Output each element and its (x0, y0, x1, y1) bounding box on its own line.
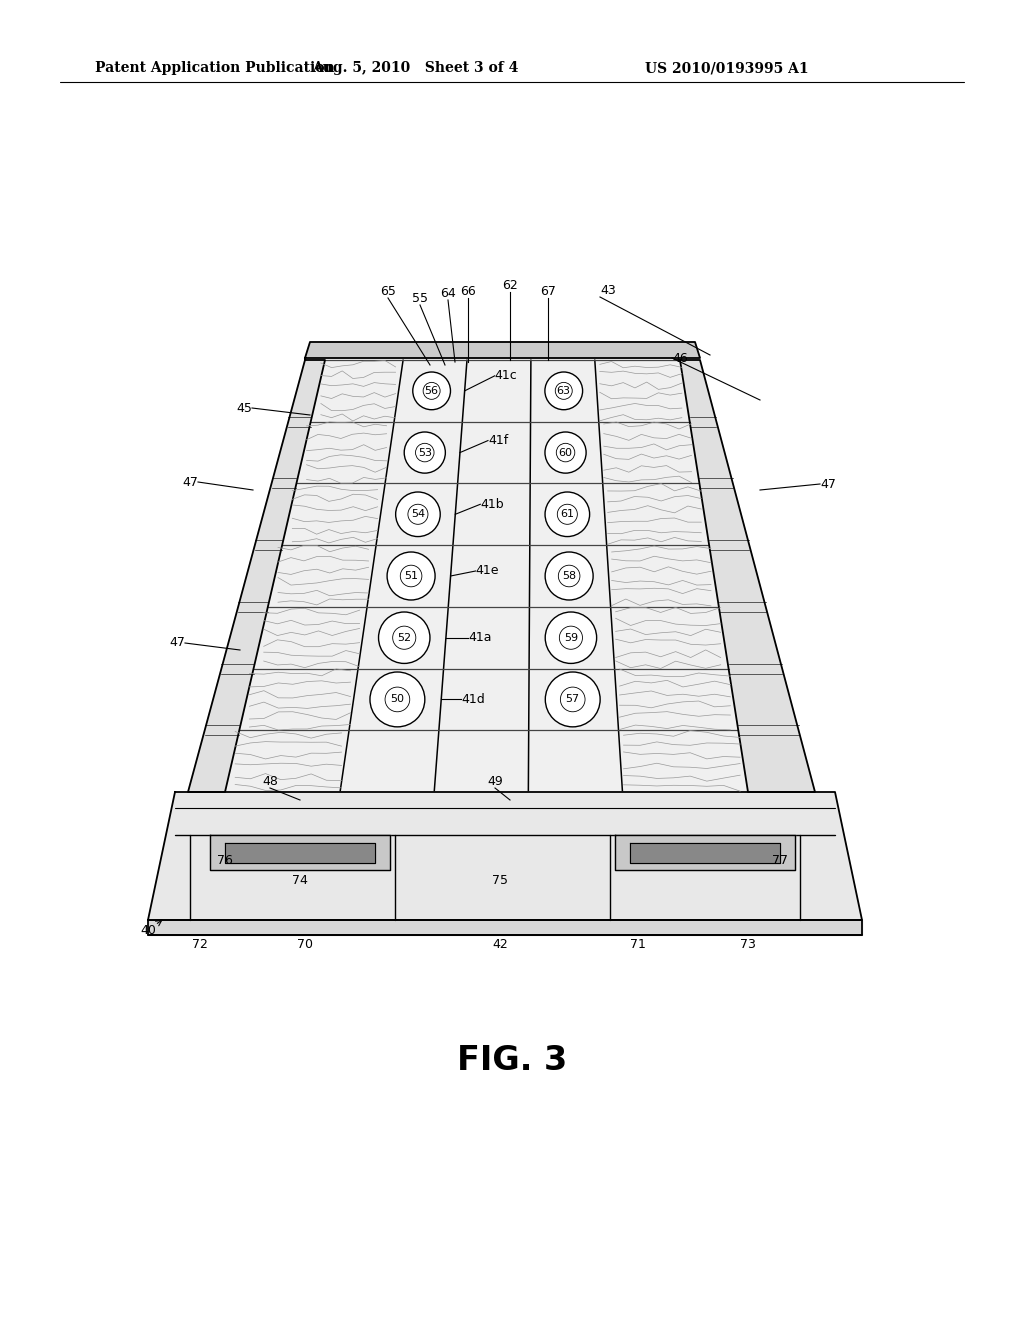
Text: 67: 67 (540, 285, 556, 298)
Text: 58: 58 (562, 572, 577, 581)
Circle shape (400, 565, 422, 587)
Circle shape (395, 492, 440, 536)
Text: 41d: 41d (461, 693, 485, 706)
Text: 50: 50 (390, 694, 404, 705)
Circle shape (545, 552, 593, 601)
Text: US 2010/0193995 A1: US 2010/0193995 A1 (645, 61, 809, 75)
Text: 47: 47 (169, 636, 185, 649)
Text: 47: 47 (820, 478, 836, 491)
Text: 63: 63 (557, 385, 570, 396)
Text: 56: 56 (425, 385, 438, 396)
Text: 41e: 41e (475, 565, 499, 578)
Polygon shape (305, 342, 700, 358)
Polygon shape (630, 843, 780, 863)
Text: 45: 45 (237, 401, 252, 414)
Circle shape (545, 372, 583, 409)
Text: 60: 60 (558, 447, 572, 458)
Text: 41a: 41a (468, 631, 492, 644)
Text: 42: 42 (493, 939, 508, 952)
Text: 43: 43 (600, 284, 615, 297)
Circle shape (545, 492, 590, 536)
Text: 57: 57 (565, 694, 580, 705)
Text: 76: 76 (217, 854, 232, 867)
Circle shape (546, 672, 600, 727)
Circle shape (404, 432, 445, 473)
Text: 47: 47 (182, 475, 198, 488)
Circle shape (545, 612, 597, 664)
Circle shape (559, 626, 583, 649)
Circle shape (379, 612, 430, 664)
Text: 70: 70 (297, 939, 313, 952)
Text: Patent Application Publication: Patent Application Publication (95, 61, 335, 75)
Polygon shape (148, 792, 862, 920)
Text: 46: 46 (672, 351, 688, 364)
Text: 53: 53 (418, 447, 432, 458)
Text: 41c: 41c (495, 370, 517, 383)
Circle shape (555, 383, 572, 400)
Text: 59: 59 (564, 632, 578, 643)
Polygon shape (148, 920, 862, 935)
Circle shape (558, 565, 580, 587)
Text: 41f: 41f (488, 434, 508, 447)
Text: 77: 77 (772, 854, 788, 867)
Text: 41b: 41b (480, 498, 504, 511)
Circle shape (408, 504, 428, 524)
Text: 72: 72 (193, 939, 208, 952)
Text: 48: 48 (262, 775, 278, 788)
Polygon shape (615, 836, 795, 870)
Circle shape (545, 432, 586, 473)
Polygon shape (225, 843, 375, 863)
Text: 71: 71 (630, 939, 646, 952)
Polygon shape (680, 360, 815, 792)
Circle shape (557, 504, 578, 524)
Text: 54: 54 (411, 510, 425, 519)
Text: 74: 74 (292, 874, 308, 887)
Polygon shape (210, 836, 390, 870)
Circle shape (560, 688, 585, 711)
Text: 52: 52 (397, 632, 412, 643)
Text: 40: 40 (140, 924, 156, 936)
Circle shape (387, 552, 435, 601)
Text: 66: 66 (460, 285, 476, 298)
Text: 61: 61 (560, 510, 574, 519)
Text: Aug. 5, 2010   Sheet 3 of 4: Aug. 5, 2010 Sheet 3 of 4 (312, 61, 518, 75)
Text: 64: 64 (440, 286, 456, 300)
Circle shape (413, 372, 451, 409)
Circle shape (556, 444, 574, 462)
Circle shape (370, 672, 425, 727)
Circle shape (423, 383, 440, 400)
Text: 49: 49 (487, 775, 503, 788)
Polygon shape (225, 360, 748, 792)
Text: 65: 65 (380, 285, 396, 298)
Text: 51: 51 (404, 572, 418, 581)
Polygon shape (188, 360, 325, 792)
Text: 55: 55 (412, 292, 428, 305)
Text: 73: 73 (740, 939, 756, 952)
Text: 75: 75 (492, 874, 508, 887)
Circle shape (385, 688, 410, 711)
Text: 62: 62 (502, 279, 518, 292)
Text: FIG. 3: FIG. 3 (457, 1044, 567, 1077)
Circle shape (392, 626, 416, 649)
Circle shape (416, 444, 434, 462)
